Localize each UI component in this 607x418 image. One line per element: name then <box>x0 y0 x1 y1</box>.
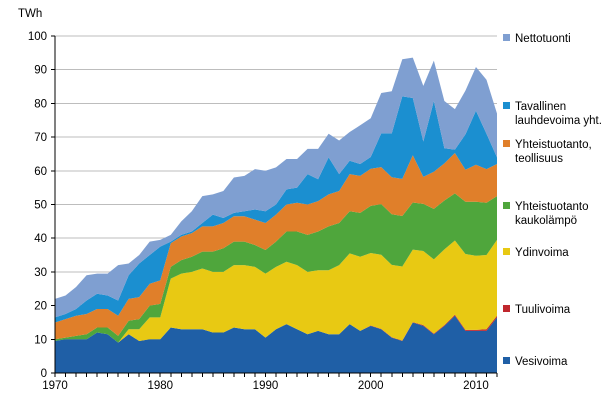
x-tick-label-1990: 1990 <box>253 380 279 392</box>
y-tick-label-100: 100 <box>28 31 47 43</box>
x-tick-label-2010: 2010 <box>463 380 489 392</box>
legend-label-tavallinen-lauhdevoima-yht-line-2: lauhdevoima yht. <box>515 115 602 127</box>
legend-swatch-nettotuonti <box>503 34 510 41</box>
area-vesivoima <box>55 315 497 373</box>
legend-swatch-tavallinen-lauhdevoima-yht <box>503 102 510 109</box>
legend-label-yhteistuotanto-teollisuus-line-1: Yhteistuotanto, <box>515 139 592 151</box>
legend-swatch-ydinvoima <box>503 248 510 255</box>
y-tick-labels: 0 10 20 30 40 50 60 70 80 90 100 <box>28 31 47 380</box>
legend-swatch-yhteistuotanto-teollisuus <box>503 140 510 147</box>
series-areas <box>55 57 497 373</box>
legend-label-yhteistuotanto-kaukolampo-line-1: Yhteistuotanto <box>515 201 589 213</box>
y-tick-label-40: 40 <box>34 233 47 245</box>
x-tick-labels: 1970 1980 1990 2000 2010 <box>42 380 489 392</box>
area-ydinvoima <box>55 239 497 343</box>
legend-swatch-yhteistuotanto-kaukolampo <box>503 202 510 209</box>
area-yhteistuotanto-teollisuus <box>55 152 497 340</box>
x-tick-label-1980: 1980 <box>147 380 173 392</box>
area-nettotuonti <box>55 57 497 318</box>
legend-label-yhteistuotanto-teollisuus-line-2: teollisuus <box>515 153 563 165</box>
legend-label-tuulivoima: Tuulivoima <box>515 304 571 316</box>
y-tick-label-70: 70 <box>34 132 47 144</box>
area-tavallinen-lauhdevoima-yht <box>55 96 497 323</box>
x-tick-label-2000: 2000 <box>358 380 384 392</box>
y-tick-label-60: 60 <box>34 166 47 178</box>
legend-label-vesivoima: Vesivoima <box>515 356 568 368</box>
y-tick-label-0: 0 <box>41 368 47 380</box>
legend-swatch-vesivoima <box>503 357 510 364</box>
legend-label-tavallinen-lauhdevoima-yht-line-1: Tavallinen <box>515 101 566 113</box>
y-tick-label-10: 10 <box>34 334 47 346</box>
area-yhteistuotanto-kaukolampo <box>55 193 497 343</box>
legend-label-ydinvoima: Ydinvoima <box>515 247 569 259</box>
legend-swatch-tuulivoima <box>503 305 510 312</box>
y-tick-label-90: 90 <box>34 65 47 77</box>
y-axis-unit-label: TWh <box>18 8 42 20</box>
legend-label-yhteistuotanto-kaukolampo-line-2: kaukolämpö <box>515 215 577 227</box>
axes <box>51 35 498 377</box>
legend-label-nettotuonti: Nettotuonti <box>515 33 571 45</box>
y-tick-label-20: 20 <box>34 301 47 313</box>
y-tick-label-80: 80 <box>34 98 47 110</box>
area-tuulivoima <box>55 314 497 343</box>
x-tick-label-1970: 1970 <box>42 380 68 392</box>
y-tick-label-30: 30 <box>34 267 47 279</box>
legend: Nettotuonti Tavallinen lauhdevoima yht. Yht… <box>503 33 602 368</box>
y-tick-label-50: 50 <box>34 200 47 212</box>
